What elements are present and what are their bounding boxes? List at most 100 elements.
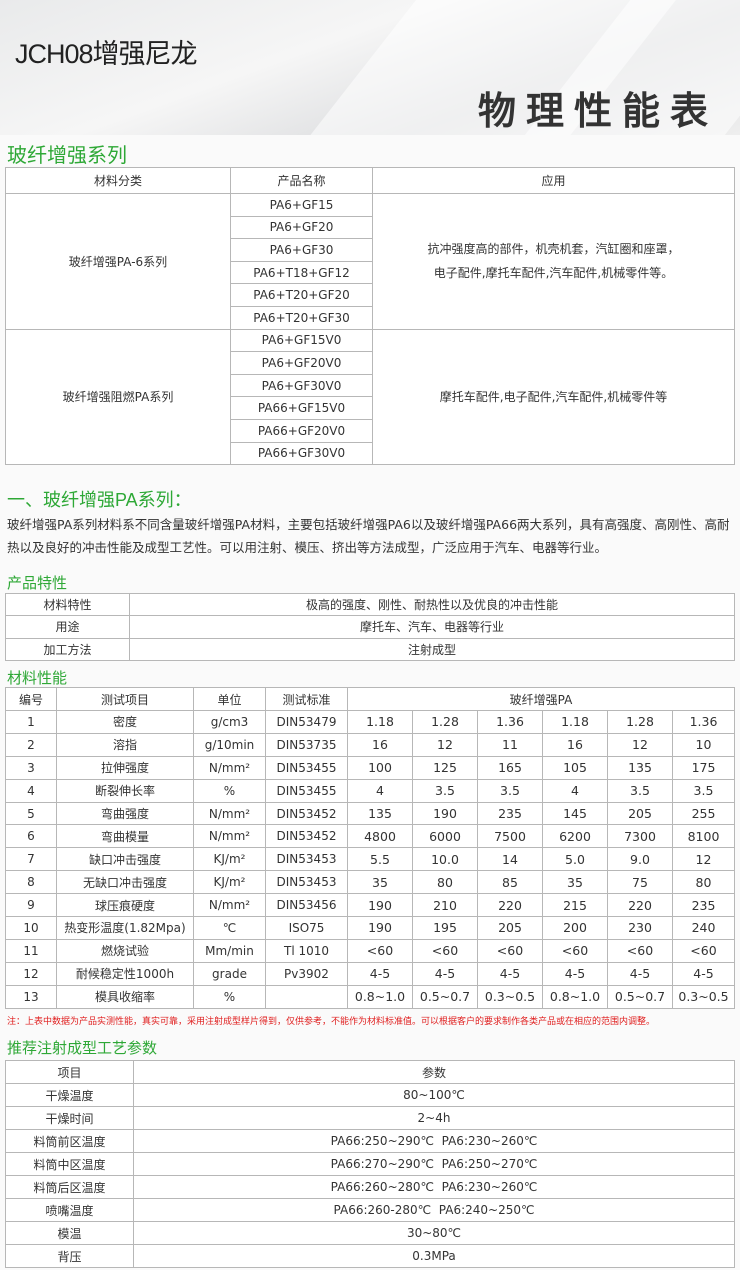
property-value: 4-5 xyxy=(477,961,543,986)
property-value: 255 xyxy=(672,801,735,826)
unit: N/mm² xyxy=(193,755,266,780)
property-value: 35 xyxy=(542,870,608,895)
property-value: <60 xyxy=(672,938,735,963)
row-number: 10 xyxy=(5,916,57,940)
property-value: 12 xyxy=(607,732,673,757)
test-standard: DIN53453 xyxy=(265,847,348,872)
process-table: 项目 参数 干燥温度 80~100℃ 干燥时间 2~4h 料筒前区温度 PA66:250~29… xyxy=(5,1060,735,1268)
unit: g/10min xyxy=(193,732,266,757)
column-header: 玻纤增强PA xyxy=(347,687,735,711)
process-value: 2~4h xyxy=(133,1106,735,1130)
property-value: 5.5 xyxy=(347,847,413,872)
unit: Mm/min xyxy=(193,938,266,963)
property-value: 7500 xyxy=(477,824,543,849)
application-line: 电子配件,摩托车配件,汽车配件,机械零件等。 xyxy=(433,266,674,281)
table-row: 加工方法 注射成型 xyxy=(5,637,735,661)
property-value: 220 xyxy=(607,893,673,918)
process-item: 喷嘴温度 xyxy=(5,1198,134,1222)
series-table: 材料分类 产品名称 应用 玻纤增强PA-6系列 PA6+GF15 抗冲强度高的部件，机壳机… xyxy=(5,167,735,466)
table-row: 5 弯曲强度 N/mm² DIN53452 135 190 235 145 205 255 xyxy=(5,801,735,826)
property-value: 4800 xyxy=(347,824,413,849)
test-standard: DIN53735 xyxy=(265,732,348,757)
product-name-cell: PA66+GF30V0 xyxy=(230,441,373,466)
application-line: 抗冲强度高的部件，机壳机套，汽缸圈和座罩， xyxy=(427,242,680,257)
table-row: 料筒后区温度 PA66:260~280℃ PA6:230~260℃ xyxy=(5,1175,735,1199)
table-header-row: 项目 参数 xyxy=(5,1060,735,1084)
property-value: <60 xyxy=(412,938,478,963)
table-row: 6 弯曲模量 N/mm² DIN53452 4800 6000 7500 6200 7300 81… xyxy=(5,824,735,849)
test-item: 无缺口冲击强度 xyxy=(56,870,194,895)
intro-paragraph: 玻纤增强PA系列材料系不同含量玻纤增强PA材料，主要包括玻纤增强PA6以及玻纤增… xyxy=(7,517,730,555)
product-name-cell: PA6+GF15 xyxy=(230,193,373,217)
property-value: 14 xyxy=(477,847,543,872)
table-row: PA6+T20+GF30 xyxy=(6,305,735,330)
properties-heading: 材料性能 xyxy=(7,670,68,687)
table-row: PA66+GF30V0 xyxy=(6,441,735,466)
process-value: PA66:270~290℃ PA6:250~270℃ xyxy=(133,1152,735,1176)
table-row: 干燥时间 2~4h xyxy=(5,1106,735,1130)
property-value: 1.36 xyxy=(672,710,735,734)
unit: ℃ xyxy=(193,916,266,940)
row-number: 9 xyxy=(5,893,57,918)
test-standard: DIN53452 xyxy=(265,801,348,826)
table-row: 3 拉伸强度 N/mm² DIN53455 100 125 165 105 135 175 xyxy=(5,755,735,780)
property-value: 0.8~1.0 xyxy=(542,984,608,1009)
property-value: 6000 xyxy=(412,824,478,849)
product-name-cell: PA6+T20+GF20 xyxy=(230,283,373,307)
property-value: 4 xyxy=(542,778,608,803)
table-row: 材料特性 极高的强度、刚性、耐热性以及优良的冲击性能 xyxy=(5,592,735,617)
unit: % xyxy=(193,984,266,1009)
row-number: 2 xyxy=(5,732,57,757)
column-header: 材料分类 xyxy=(5,167,231,194)
column-header: 单位 xyxy=(193,687,266,711)
process-item: 干燥时间 xyxy=(5,1106,134,1130)
test-standard: DIN53453 xyxy=(265,870,348,895)
test-standard: DIN53456 xyxy=(265,893,348,918)
table-row: 12 耐候稳定性1000h grade Pv3902 4-5 4-5 4-5 4-5 4-5 4-… xyxy=(5,961,735,986)
property-value: 35 xyxy=(347,870,413,895)
table-row: 模温 30~80℃ xyxy=(5,1221,735,1245)
table-row: 玻纤增强阻燃PA系列 PA6+GF15V0 摩托车配件,电子配件,汽车配件,机械零件… xyxy=(5,328,735,466)
category-cell: 玻纤增强阻燃PA系列 xyxy=(5,328,231,466)
application-cell: 摩托车配件,电子配件,汽车配件,机械零件等 xyxy=(372,328,735,466)
category-cell: 玻纤增强PA-6系列 xyxy=(5,193,231,330)
unit: g/cm3 xyxy=(193,710,266,734)
table-row: 7 缺口冲击强度 KJ/m² DIN53453 5.5 10.0 14 5.0 9.0 12 xyxy=(5,847,735,872)
column-header: 编号 xyxy=(5,687,57,711)
test-standard: DIN53455 xyxy=(265,755,348,780)
process-item: 干燥温度 xyxy=(5,1083,134,1107)
column-header: 应用 xyxy=(372,167,735,194)
product-name-cell: PA6+T18+GF12 xyxy=(230,260,373,285)
unit: KJ/m² xyxy=(193,870,266,895)
test-standard: DIN53455 xyxy=(265,778,348,803)
property-value: 105 xyxy=(542,755,608,780)
property-value: 1.28 xyxy=(412,710,478,734)
product-name-cell: PA6+GF30V0 xyxy=(230,373,373,398)
property-value: 7300 xyxy=(607,824,673,849)
property-value: 165 xyxy=(477,755,543,780)
product-name-cell: PA6+GF15V0 xyxy=(230,328,373,353)
column-header: 测试项目 xyxy=(56,687,194,711)
table-row: PA66+GF20V0 xyxy=(6,418,735,443)
property-value: 100 xyxy=(347,755,413,780)
property-value: 12 xyxy=(672,847,735,872)
product-name-cell: PA66+GF15V0 xyxy=(230,396,373,420)
property-value: <60 xyxy=(607,938,673,963)
process-value: PA66:260~280℃ PA6:230~260℃ xyxy=(133,1175,735,1199)
property-value: 10.0 xyxy=(412,847,478,872)
test-standard: DIN53479 xyxy=(265,710,348,734)
property-value: 145 xyxy=(542,801,608,826)
row-number: 4 xyxy=(5,778,57,803)
feature-label: 用途 xyxy=(5,615,130,639)
property-value: 4-5 xyxy=(607,961,673,986)
test-item: 溶指 xyxy=(56,732,194,757)
unit: N/mm² xyxy=(193,824,266,849)
property-value: 1.18 xyxy=(347,710,413,734)
property-value: 3.5 xyxy=(672,778,735,803)
row-number: 8 xyxy=(5,870,57,895)
property-value: 235 xyxy=(672,893,735,918)
test-item: 弯曲强度 xyxy=(56,801,194,826)
table-row: 9 球压痕硬度 N/mm² DIN53456 190 210 220 215 220 235 xyxy=(5,893,735,918)
unit: N/mm² xyxy=(193,893,266,918)
table-header-row: 材料分类 产品名称 应用 xyxy=(5,167,735,194)
